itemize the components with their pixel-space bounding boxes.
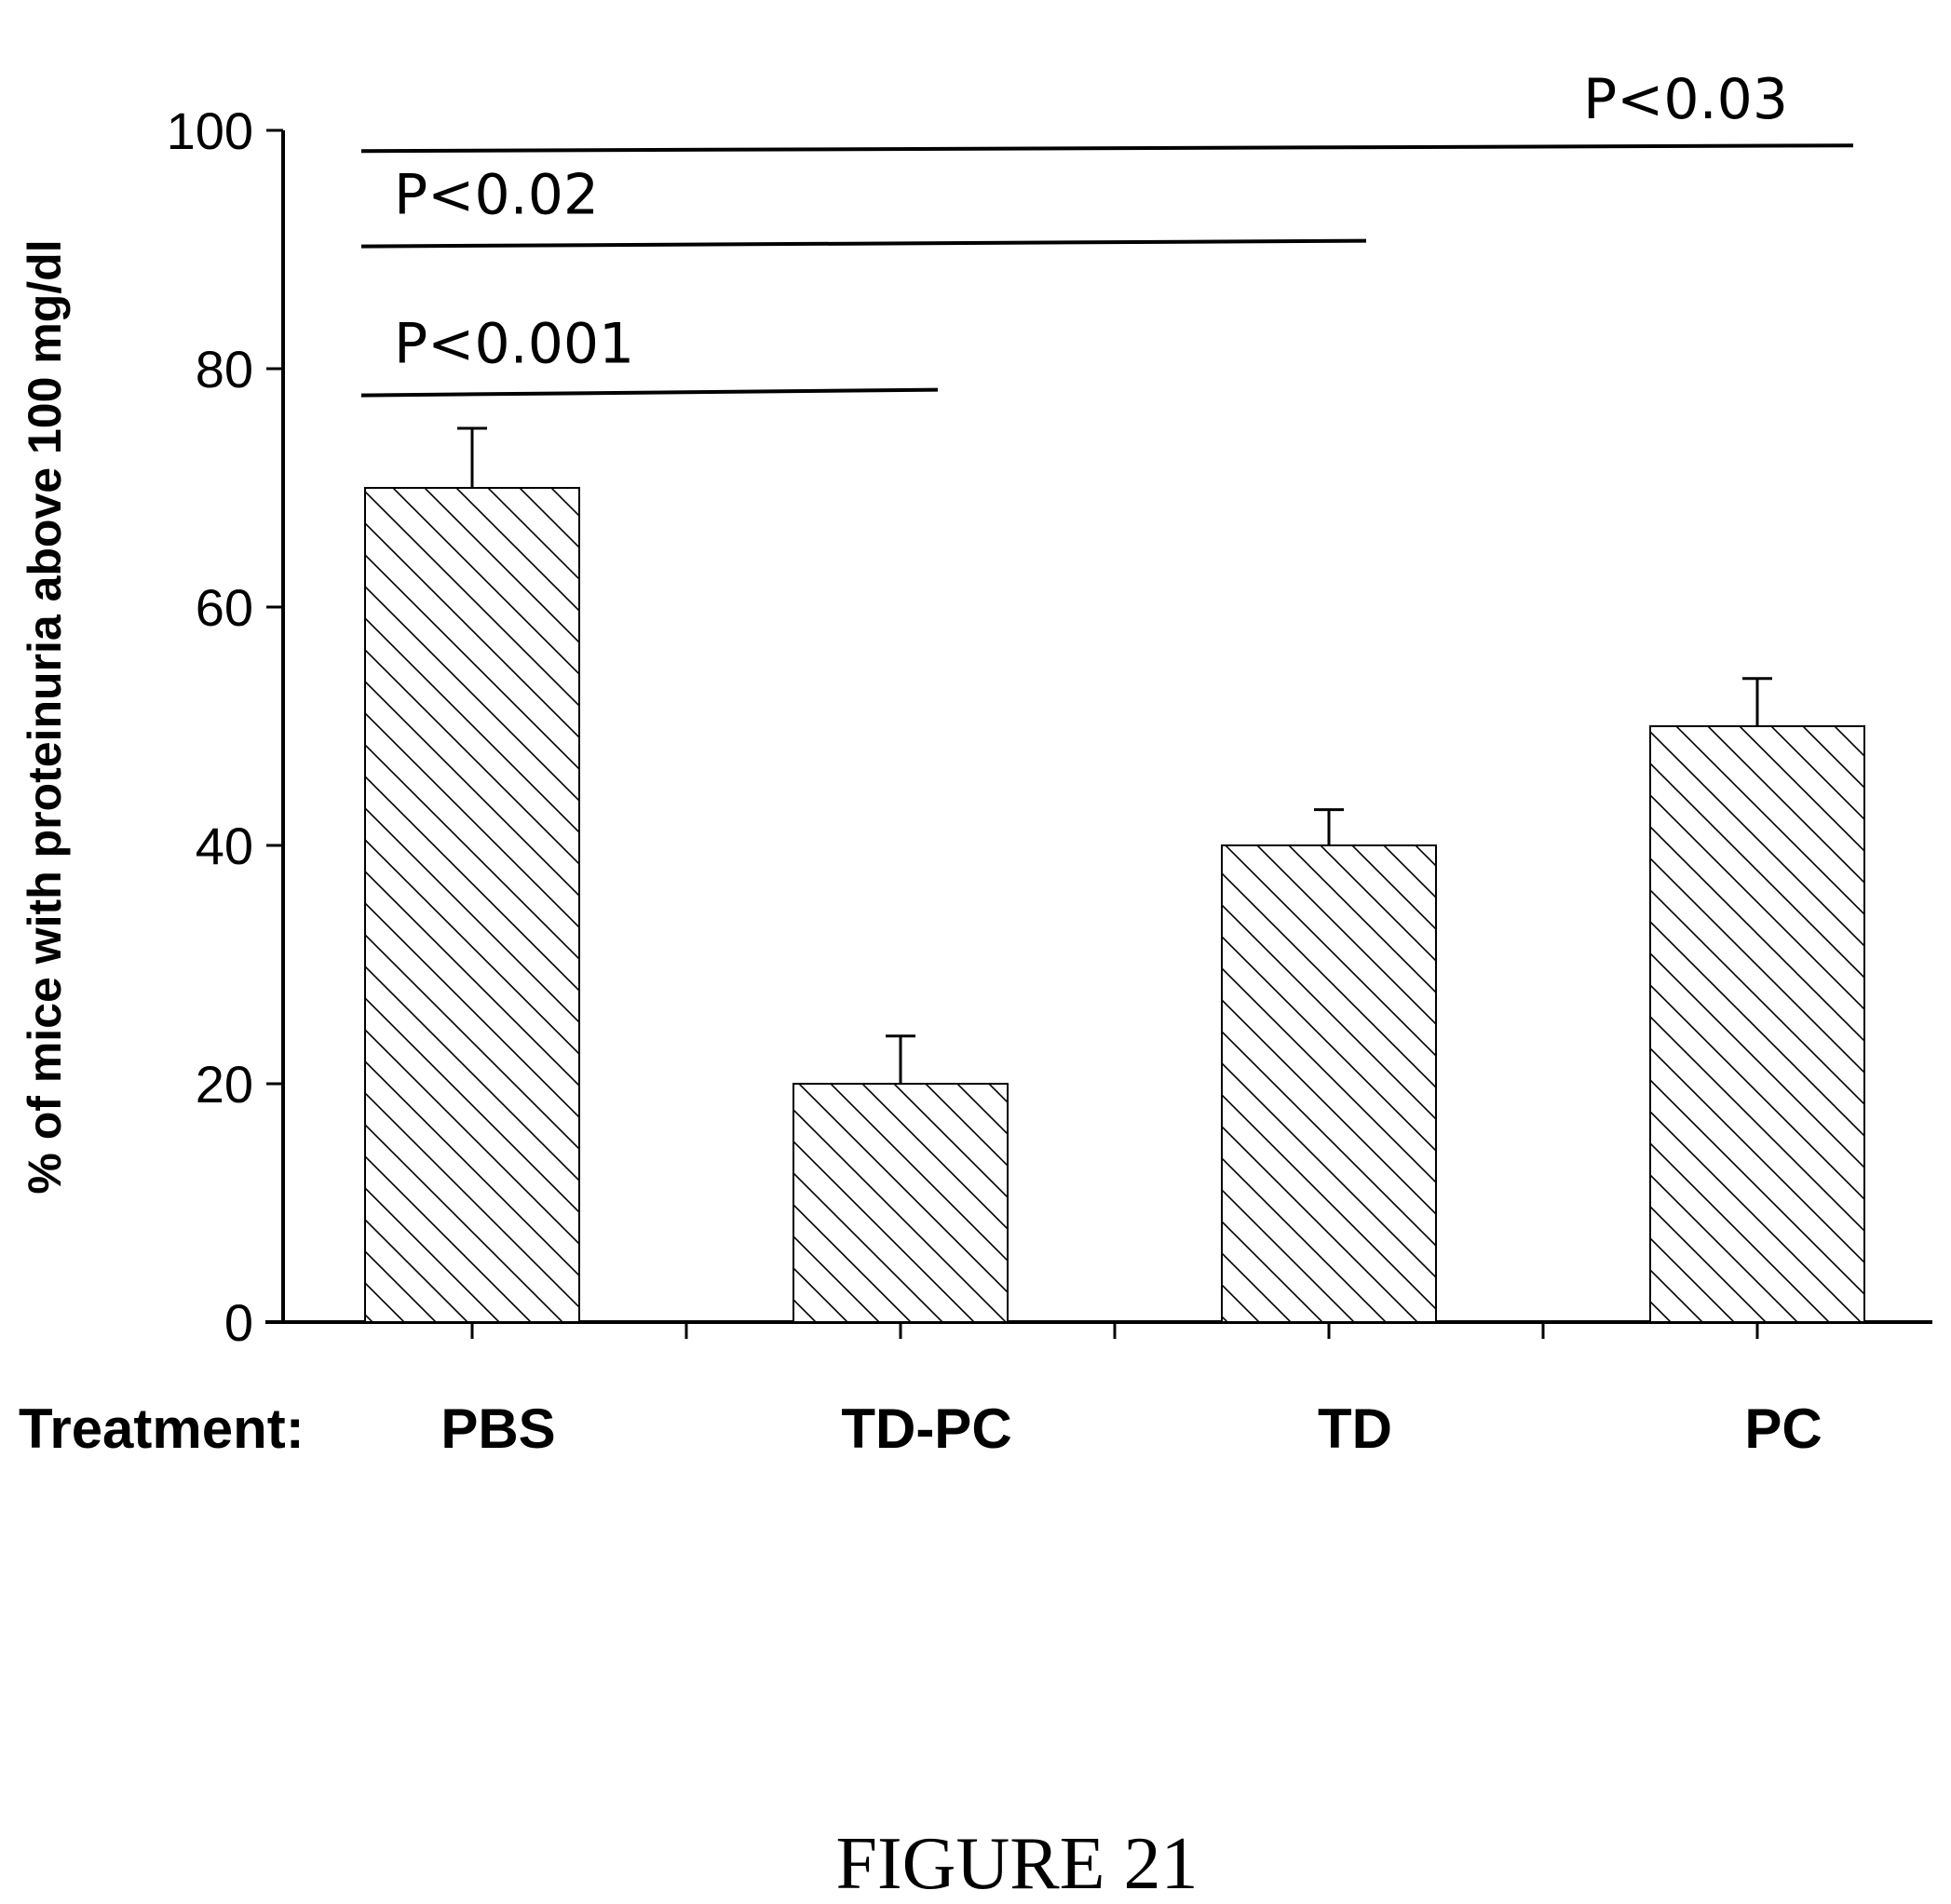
- y-tick-label: 80: [196, 340, 253, 398]
- y-tick-label: 100: [167, 101, 253, 160]
- x-tick-label: TD: [1318, 1398, 1392, 1460]
- significance-line: [360, 387, 939, 398]
- bar: [793, 1083, 1009, 1323]
- y-tick-label: 0: [224, 1293, 253, 1352]
- x-tick-label: TD-PC: [841, 1398, 1011, 1460]
- y-tick-label: 40: [196, 817, 253, 875]
- significance-line: [360, 238, 1367, 249]
- bar: [1221, 844, 1437, 1323]
- bar: [364, 487, 580, 1323]
- x-tick-label: PC: [1744, 1398, 1822, 1460]
- x-axis-label: Treatment:: [19, 1398, 305, 1460]
- significance-annotations: P<0.001 P<0.02 P<0.03: [360, 67, 1854, 398]
- x-axis: PBS TD-PC TD PC: [265, 1320, 1932, 1460]
- y-tick-label: 60: [196, 578, 253, 637]
- bars: [364, 426, 1865, 1323]
- y-tick-label: 20: [196, 1055, 253, 1114]
- bar: [1649, 725, 1865, 1323]
- significance-label: P<0.03: [1583, 67, 1788, 132]
- y-axis: 0 20 40 60 80 100: [167, 101, 285, 1352]
- significance-line: [360, 143, 1854, 154]
- x-tick-label: PBS: [440, 1398, 555, 1460]
- y-axis-label: % of mice with proteinuria above 100 mg/…: [19, 239, 71, 1194]
- significance-label: P<0.02: [394, 163, 599, 228]
- significance-label: P<0.001: [394, 312, 634, 377]
- figure-caption: FIGURE 21: [836, 1823, 1199, 1904]
